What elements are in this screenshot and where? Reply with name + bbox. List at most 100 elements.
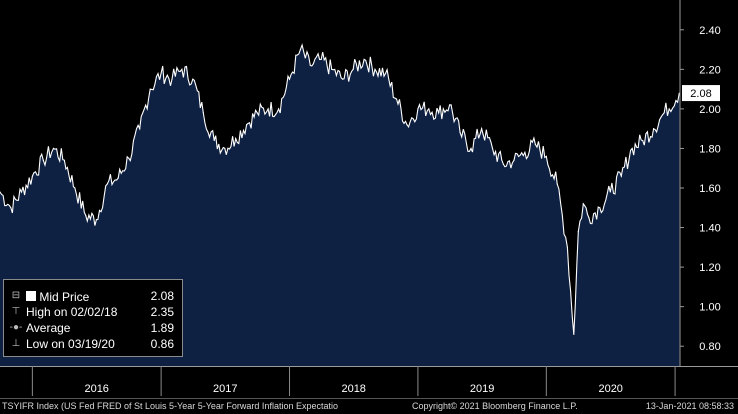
year-separators <box>31 366 676 396</box>
data-point <box>502 163 504 165</box>
x-tick-label: 2016 <box>84 383 108 395</box>
data-point <box>588 217 590 219</box>
footer-timestamp: 13-Jan-2021 08:58:33 <box>645 401 734 411</box>
data-point <box>95 219 97 221</box>
data-point <box>395 98 398 100</box>
average-marker-icon: -●- <box>9 322 23 333</box>
data-point <box>74 187 76 189</box>
data-point <box>42 159 44 161</box>
legend-series-name: Mid Price <box>39 290 90 304</box>
data-point <box>406 124 408 126</box>
data-point <box>288 78 291 80</box>
data-point <box>481 128 483 130</box>
y-tick-label: 2.40 <box>699 25 720 37</box>
data-point <box>374 68 376 70</box>
data-point <box>417 108 419 110</box>
data-point <box>352 68 354 70</box>
data-point <box>235 138 237 140</box>
data-point <box>663 112 665 114</box>
legend-box: ⊟ Mid Price 2.08 ⊤ High on 02/02/18 2.35… <box>3 279 183 357</box>
data-point <box>320 58 322 61</box>
data-point <box>642 139 644 142</box>
last-value-marker: 2.08 <box>682 85 720 102</box>
legend-row-average: -●- Average 1.89 <box>4 321 182 337</box>
y-tick-label: 1.00 <box>699 302 720 314</box>
data-point <box>573 333 575 335</box>
y-tick-label: 2.00 <box>699 104 720 116</box>
data-point <box>428 108 430 110</box>
data-point <box>566 246 569 248</box>
data-point <box>31 175 33 177</box>
data-point <box>202 112 204 114</box>
data-point <box>609 191 611 193</box>
y-tick-label: 0.80 <box>699 341 720 353</box>
x-tick-label: 2019 <box>470 383 494 395</box>
footer-copyright: Copyright© 2021 Bloomberg Finance L.P. <box>412 401 578 411</box>
data-point <box>299 49 301 51</box>
data-point <box>85 215 87 217</box>
data-point <box>224 147 226 149</box>
data-point <box>256 112 258 114</box>
data-point <box>556 183 558 185</box>
data-point <box>545 155 547 157</box>
y-axis-ticks: 0.80 1.00 1.20 1.40 1.60 1.80 2.00 2.20 2.40 <box>680 25 721 353</box>
data-point <box>278 108 280 110</box>
y-tick-label: 2.20 <box>699 64 720 76</box>
data-point <box>267 108 269 110</box>
data-point <box>20 191 23 193</box>
data-point <box>631 147 633 149</box>
data-point <box>577 230 579 233</box>
data-point <box>106 183 108 185</box>
legend-row-low: ⊥ Low on 03/19/20 0.86 <box>4 337 182 353</box>
data-point <box>653 128 655 130</box>
y-tick-label: 1.80 <box>699 143 720 155</box>
data-point <box>438 112 440 114</box>
legend-row-high: ⊤ High on 02/02/18 2.35 <box>4 305 182 321</box>
data-point <box>449 104 451 106</box>
y-tick-label: 1.40 <box>699 223 720 235</box>
data-point <box>63 159 65 161</box>
low-marker-icon: ⊥ <box>11 338 21 349</box>
data-point <box>309 64 311 66</box>
data-point <box>10 207 12 209</box>
last-value-box <box>682 85 720 102</box>
data-point <box>52 147 55 149</box>
data-point <box>459 132 461 134</box>
high-marker-icon: ⊤ <box>11 306 21 317</box>
data-point <box>363 58 365 61</box>
series-swatch <box>26 291 36 301</box>
data-point <box>171 78 173 80</box>
data-point <box>524 151 526 153</box>
data-point <box>117 177 119 179</box>
legend-label: Average <box>26 321 71 335</box>
legend-value: 2.08 <box>150 289 174 303</box>
last-value-label: 2.08 <box>690 88 711 100</box>
collapse-icon[interactable]: ⊟ <box>11 290 21 301</box>
legend-value: 1.89 <box>150 321 174 335</box>
data-point <box>534 143 537 146</box>
data-point <box>139 128 141 130</box>
y-tick-label: 1.60 <box>699 183 720 195</box>
data-point <box>213 139 215 142</box>
y-tick-label: 1.20 <box>699 262 720 274</box>
data-point <box>331 68 333 70</box>
footer-security-description: TSYIFR Index (US Fed FRED of St Louis 5-… <box>2 401 338 411</box>
data-point <box>246 124 248 126</box>
legend-value: 2.35 <box>150 305 174 319</box>
data-point <box>192 78 194 80</box>
legend-row-mid-price: ⊟ Mid Price 2.08 <box>4 289 182 305</box>
x-tick-label: 2018 <box>341 383 365 395</box>
legend-value: 0.86 <box>150 337 174 351</box>
data-point <box>0 191 1 193</box>
data-point <box>342 78 344 80</box>
data-point <box>149 88 151 90</box>
data-point <box>513 159 515 161</box>
footer-bar: TSYIFR Index (US Fed FRED of St Louis 5-… <box>0 398 738 414</box>
data-point <box>599 207 601 209</box>
data-point <box>160 72 162 74</box>
legend-label: Mid Price <box>26 289 89 304</box>
data-point <box>582 203 584 205</box>
data-point <box>470 147 472 149</box>
legend-label: High on 02/02/18 <box>26 305 118 319</box>
